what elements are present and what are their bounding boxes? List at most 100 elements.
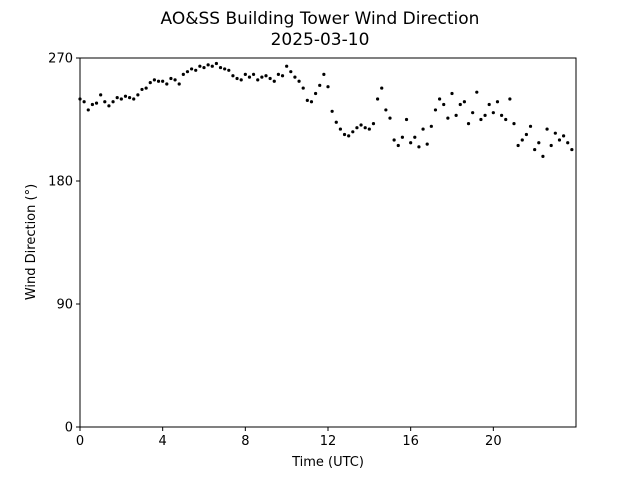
data-point: [537, 141, 541, 145]
data-point: [475, 90, 479, 94]
data-point: [111, 100, 115, 104]
data-point: [446, 116, 450, 120]
data-point: [491, 111, 495, 115]
data-point: [380, 86, 384, 90]
data-point: [466, 122, 471, 126]
data-point: [260, 75, 264, 79]
data-point: [82, 100, 86, 104]
data-point: [520, 138, 524, 142]
data-point: [338, 127, 342, 131]
data-point: [169, 76, 173, 81]
data-point: [318, 83, 322, 87]
x-tick-label: 16: [402, 434, 419, 449]
x-tick-label: 0: [76, 434, 84, 449]
data-point: [495, 100, 500, 104]
data-point: [301, 86, 305, 90]
data-point: [429, 124, 433, 128]
data-point: [471, 111, 475, 115]
data-point: [351, 130, 355, 134]
data-point: [462, 100, 466, 104]
data-point: [524, 132, 529, 137]
data-point: [326, 85, 330, 89]
data-point: [553, 131, 557, 135]
data-point: [384, 108, 388, 112]
data-point: [330, 109, 334, 113]
data-point: [90, 102, 94, 107]
data-point: [128, 96, 132, 100]
data-point: [136, 93, 140, 97]
data-point: [289, 70, 293, 74]
data-point: [396, 143, 400, 148]
data-point: [442, 102, 446, 107]
data-point: [239, 78, 243, 82]
data-point: [198, 64, 202, 68]
data-point: [181, 72, 185, 76]
data-point: [533, 147, 537, 152]
data-point: [421, 127, 425, 131]
data-point: [400, 135, 404, 139]
data-point: [235, 76, 239, 81]
data-point: [148, 81, 152, 85]
data-point: [566, 141, 570, 145]
data-point: [140, 87, 144, 92]
chart-title: AO&SS Building Tower Wind Direction: [161, 9, 480, 29]
x-tick-label: 20: [485, 434, 502, 449]
data-point: [206, 63, 210, 67]
data-point: [94, 101, 99, 105]
data-point: [227, 68, 231, 72]
data-point: [342, 132, 347, 137]
data-points: [78, 61, 574, 158]
data-point: [161, 79, 165, 83]
x-tick-label: 8: [241, 434, 249, 449]
data-point: [557, 138, 562, 142]
y-axis-ticks: 0 90 180 270: [48, 52, 80, 436]
data-point: [392, 138, 396, 142]
data-point: [132, 97, 136, 101]
y-axis-label: Wind Direction (°): [24, 184, 39, 300]
data-point: [309, 100, 314, 104]
data-point: [243, 72, 247, 76]
data-point: [103, 100, 107, 104]
data-point: [454, 113, 458, 117]
data-point: [512, 122, 516, 126]
data-point: [541, 154, 545, 158]
data-point: [450, 91, 454, 96]
data-point: [508, 97, 512, 101]
data-point: [177, 82, 181, 86]
data-point: [322, 72, 326, 76]
y-tick-label: 270: [48, 52, 73, 67]
data-point: [371, 122, 376, 126]
data-point: [223, 67, 227, 71]
data-point: [355, 126, 359, 130]
data-point: [202, 65, 206, 70]
data-point: [247, 75, 252, 79]
data-point: [285, 64, 289, 68]
data-point: [268, 76, 272, 81]
data-point: [438, 97, 442, 101]
data-point: [99, 93, 103, 97]
data-point: [123, 94, 128, 98]
data-point: [256, 78, 260, 82]
data-point: [152, 78, 156, 82]
data-point: [194, 68, 198, 72]
data-point: [388, 116, 392, 120]
data-point: [115, 96, 119, 100]
data-point: [479, 117, 483, 122]
data-point: [458, 102, 462, 107]
data-point: [425, 142, 429, 146]
data-point: [297, 79, 301, 83]
data-point: [500, 113, 504, 117]
x-axis-label: Time (UTC): [291, 455, 364, 470]
data-point: [86, 108, 90, 112]
data-point: [376, 97, 380, 101]
y-tick-label: 0: [65, 421, 73, 436]
data-point: [210, 64, 214, 68]
data-point: [156, 79, 161, 83]
data-point: [165, 82, 169, 86]
data-point: [504, 117, 508, 122]
data-point: [214, 61, 218, 66]
data-point: [570, 147, 574, 152]
data-point: [173, 78, 177, 82]
